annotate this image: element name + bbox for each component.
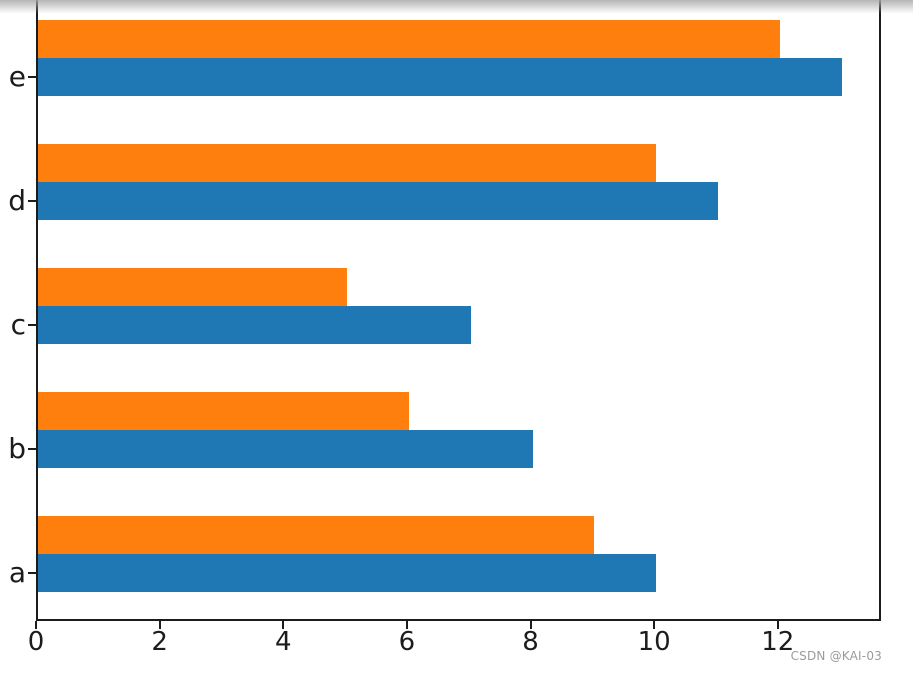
y-tick-mark-b <box>28 448 36 450</box>
x-tick-mark-10 <box>653 621 656 629</box>
x-tick-label-12: 12 <box>761 627 795 657</box>
bar-e-series-orange <box>38 20 780 58</box>
bar-c-series-blue <box>38 306 471 344</box>
y-tick-label-e: e <box>8 60 26 93</box>
y-tick-mark-c <box>28 324 36 326</box>
bar-b-series-orange <box>38 392 409 430</box>
y-tick-label-b: b <box>8 432 26 465</box>
watermark: CSDN @KAI-03 <box>790 649 882 663</box>
x-tick-mark-6 <box>405 621 408 629</box>
x-tick-mark-0 <box>35 621 37 629</box>
x-tick-label-10: 10 <box>637 627 671 657</box>
x-tick-label-6: 6 <box>398 627 416 657</box>
x-tick-mark-2 <box>158 621 161 629</box>
plot-area <box>36 0 881 621</box>
bar-d-series-orange <box>38 144 657 182</box>
x-tick-mark-8 <box>529 621 532 629</box>
x-tick-label-8: 8 <box>522 627 539 657</box>
bar-a-series-blue <box>38 554 657 592</box>
x-tick-label-2: 2 <box>151 627 168 657</box>
bar-e-series-blue <box>38 58 842 96</box>
bar-d-series-blue <box>38 182 718 220</box>
y-tick-mark-e <box>28 76 36 78</box>
y-tick-mark-d <box>28 200 36 202</box>
x-tick-mark-4 <box>282 621 285 629</box>
bar-b-series-blue <box>38 430 533 468</box>
x-tick-label-0: 0 <box>27 627 45 657</box>
y-tick-mark-a <box>28 572 36 574</box>
y-tick-label-a: a <box>8 556 26 589</box>
y-tick-label-c: c <box>10 308 26 341</box>
bar-c-series-orange <box>38 268 348 306</box>
x-tick-mark-12 <box>776 621 779 629</box>
y-tick-label-d: d <box>8 184 26 217</box>
bar-a-series-orange <box>38 516 595 554</box>
x-tick-label-4: 4 <box>274 627 292 657</box>
